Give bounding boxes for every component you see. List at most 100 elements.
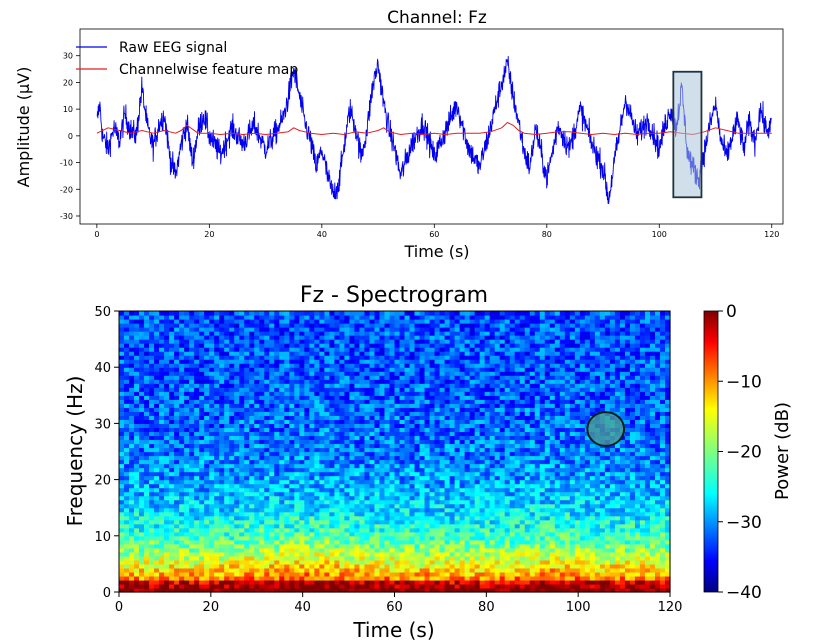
heatmap-cell: [294, 359, 300, 364]
heatmap-cell: [184, 487, 190, 493]
heatmap-cell: [264, 459, 270, 465]
heatmap-cell: [444, 511, 451, 517]
heatmap-cell: [159, 527, 165, 533]
heatmap-cell: [129, 539, 135, 545]
heatmap-cell: [119, 499, 125, 505]
heatmap-cell: [369, 475, 376, 481]
heatmap-cell: [434, 515, 441, 521]
heatmap-cell: [354, 391, 361, 396]
heatmap-cell: [154, 411, 160, 416]
heatmap-cell: [309, 507, 315, 513]
heatmap-cell: [454, 511, 461, 517]
heatmap-cell: [279, 503, 285, 509]
heatmap-cell: [179, 403, 185, 408]
heatmap-cell: [279, 479, 285, 485]
heatmap-cell: [374, 403, 381, 408]
heatmap-cell: [319, 499, 325, 505]
heatmap-cell: [189, 407, 195, 412]
heatmap-cell: [279, 335, 285, 340]
heatmap-cell: [144, 515, 150, 521]
heatmap-cell: [339, 531, 346, 537]
heatmap-cell: [224, 351, 230, 356]
heatmap-cell: [464, 403, 471, 408]
heatmap-cell: [369, 323, 376, 328]
heatmap-cell: [359, 487, 366, 493]
heatmap-cell: [269, 567, 275, 573]
heatmap-cell: [199, 503, 205, 509]
heatmap-cell: [204, 435, 210, 441]
heatmap-cell: [469, 467, 476, 473]
heatmap-cell: [179, 343, 185, 348]
heatmap-cell: [314, 499, 320, 505]
heatmap-cell: [434, 535, 441, 541]
heatmap-cell: [164, 435, 170, 441]
heatmap-cell: [369, 543, 376, 549]
heatmap-cell: [234, 503, 240, 509]
heatmap-cell: [179, 339, 185, 344]
heatmap-cell: [254, 439, 260, 445]
x-tick-label: 20: [204, 230, 214, 239]
heatmap-cell: [354, 423, 361, 429]
heatmap-cell: [119, 495, 125, 501]
heatmap-cell: [374, 351, 381, 356]
heatmap-cell: [214, 447, 220, 453]
heatmap-cell: [419, 335, 426, 340]
heatmap-cell: [199, 407, 205, 412]
heatmap-cell: [394, 499, 401, 505]
heatmap-cell: [334, 419, 340, 424]
heatmap-cell: [279, 319, 285, 324]
heatmap-cell: [289, 471, 295, 477]
heatmap-cell: [414, 471, 421, 477]
heatmap-cell: [139, 459, 145, 465]
heatmap-cell: [329, 507, 335, 513]
heatmap-cell: [419, 535, 426, 541]
heatmap-cell: [209, 491, 215, 497]
heatmap-cell: [174, 419, 180, 424]
heatmap-cell: [459, 587, 466, 593]
heatmap-cell: [449, 379, 456, 384]
heatmap-cell: [449, 419, 456, 424]
heatmap-cell: [209, 339, 215, 344]
heatmap-cell: [399, 463, 406, 469]
heatmap-cell: [289, 483, 295, 489]
heatmap-cell: [349, 311, 356, 316]
heatmap-cell: [244, 399, 250, 404]
heatmap-cell: [239, 527, 245, 533]
heatmap-cell: [414, 547, 421, 553]
heatmap-cell: [159, 411, 165, 416]
heatmap-cell: [334, 559, 340, 565]
heatmap-cell: [184, 407, 190, 412]
heatmap-cell: [174, 451, 180, 457]
heatmap-cell: [234, 455, 240, 461]
heatmap-cell: [304, 523, 310, 529]
heatmap-cell: [134, 315, 140, 320]
heatmap-cell: [209, 347, 215, 352]
heatmap-cell: [414, 447, 421, 453]
heatmap-cell: [399, 435, 406, 441]
heatmap-cell: [139, 367, 145, 372]
heatmap-cell: [189, 567, 195, 573]
heatmap-cell: [364, 455, 371, 461]
heatmap-cell: [374, 535, 381, 541]
heatmap-cell: [409, 411, 416, 416]
heatmap-cell: [319, 327, 325, 332]
heatmap-cell: [229, 579, 235, 585]
heatmap-cell: [459, 423, 466, 429]
heatmap-cell: [124, 495, 130, 501]
heatmap-cell: [369, 351, 376, 356]
heatmap-cell: [159, 403, 165, 408]
heatmap-cell: [364, 403, 371, 408]
heatmap-cell: [359, 407, 366, 412]
heatmap-cell: [224, 519, 230, 525]
heatmap-cell: [194, 411, 200, 416]
heatmap-cell: [299, 323, 305, 328]
heatmap-cell: [219, 543, 225, 549]
heatmap-cell: [289, 503, 295, 509]
heatmap-cell: [439, 407, 446, 412]
heatmap-cell: [194, 323, 200, 328]
heatmap-cell: [299, 503, 305, 509]
heatmap-cell: [359, 363, 366, 368]
heatmap-cell: [234, 347, 240, 352]
heatmap-cell: [219, 323, 225, 328]
heatmap-cell: [304, 571, 310, 577]
